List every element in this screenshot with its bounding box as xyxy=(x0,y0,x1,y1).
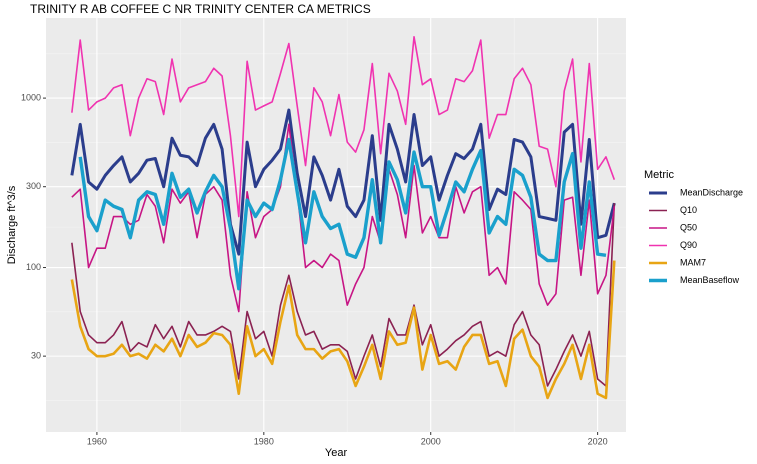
lines xyxy=(70,36,616,400)
series-line xyxy=(71,203,616,387)
y-tick-label: 1000 xyxy=(21,92,41,102)
chart-title: TRINITY R AB COFFEE C NR TRINITY CENTER … xyxy=(30,2,371,16)
x-tick-label: 2020 xyxy=(588,436,608,446)
x-tick-label: 2000 xyxy=(421,436,441,446)
series-line xyxy=(70,108,616,256)
legend-label: MeanDischarge xyxy=(680,187,743,197)
y-tick-label: 30 xyxy=(31,351,41,361)
legend-title: Metric xyxy=(644,169,674,181)
series-line xyxy=(70,260,616,400)
legend: MeanDischarge Q10 Q50 Q90 MAM7 MeanBaseflow xyxy=(649,187,743,285)
x-tick-label: 1980 xyxy=(254,436,274,446)
y-tick-label: 300 xyxy=(26,181,41,191)
series-line xyxy=(71,123,616,313)
y-axis-title: Discharge ft^3/s xyxy=(6,185,18,264)
legend-label: MeanBaseflow xyxy=(680,275,740,285)
legend-label: Q50 xyxy=(680,222,697,232)
x-tick-label: 1960 xyxy=(87,436,107,446)
series-line xyxy=(71,36,616,218)
y-tick-label: 100 xyxy=(26,262,41,272)
legend-label: Q90 xyxy=(680,240,697,250)
series-line xyxy=(78,137,607,291)
x-axis-title: Year xyxy=(325,447,348,459)
legend-label: Q10 xyxy=(680,205,697,215)
legend-label: MAM7 xyxy=(680,257,706,267)
